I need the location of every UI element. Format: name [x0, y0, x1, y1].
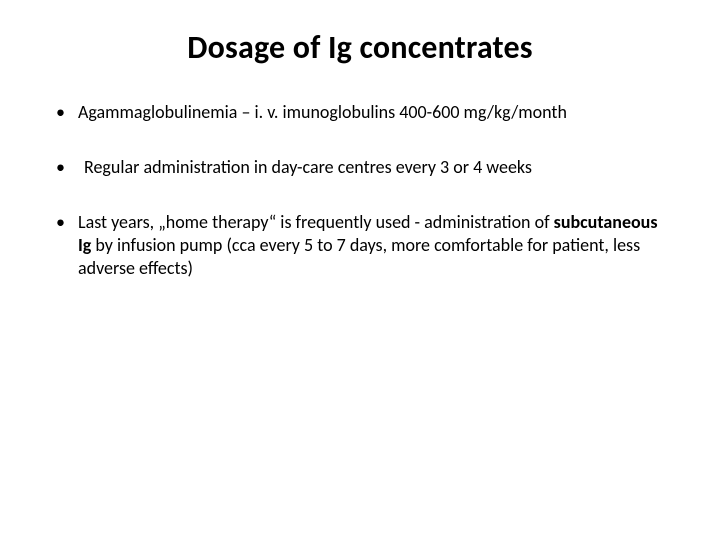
slide-title: Dosage of Ig concentrates	[50, 28, 670, 67]
bullet-text: Regular administration in day-care centr…	[84, 156, 532, 178]
bullet-text: Agammaglobulinemia – i. v. imunoglobulin…	[78, 101, 567, 123]
bullet-text-post: by infusion pump (cca every 5 to 7 days,…	[78, 234, 640, 279]
slide: Dosage of Ig concentrates Agammaglobulin…	[0, 0, 720, 540]
list-item: Agammaglobulinemia – i. v. imunoglobulin…	[50, 101, 670, 124]
list-item: Regular administration in day-care centr…	[50, 156, 670, 179]
list-item: Last years, „home therapy“ is frequently…	[50, 211, 670, 280]
bullet-list: Agammaglobulinemia – i. v. imunoglobulin…	[50, 101, 670, 280]
bullet-text-pre: Last years, „home therapy“ is frequently…	[78, 211, 554, 233]
